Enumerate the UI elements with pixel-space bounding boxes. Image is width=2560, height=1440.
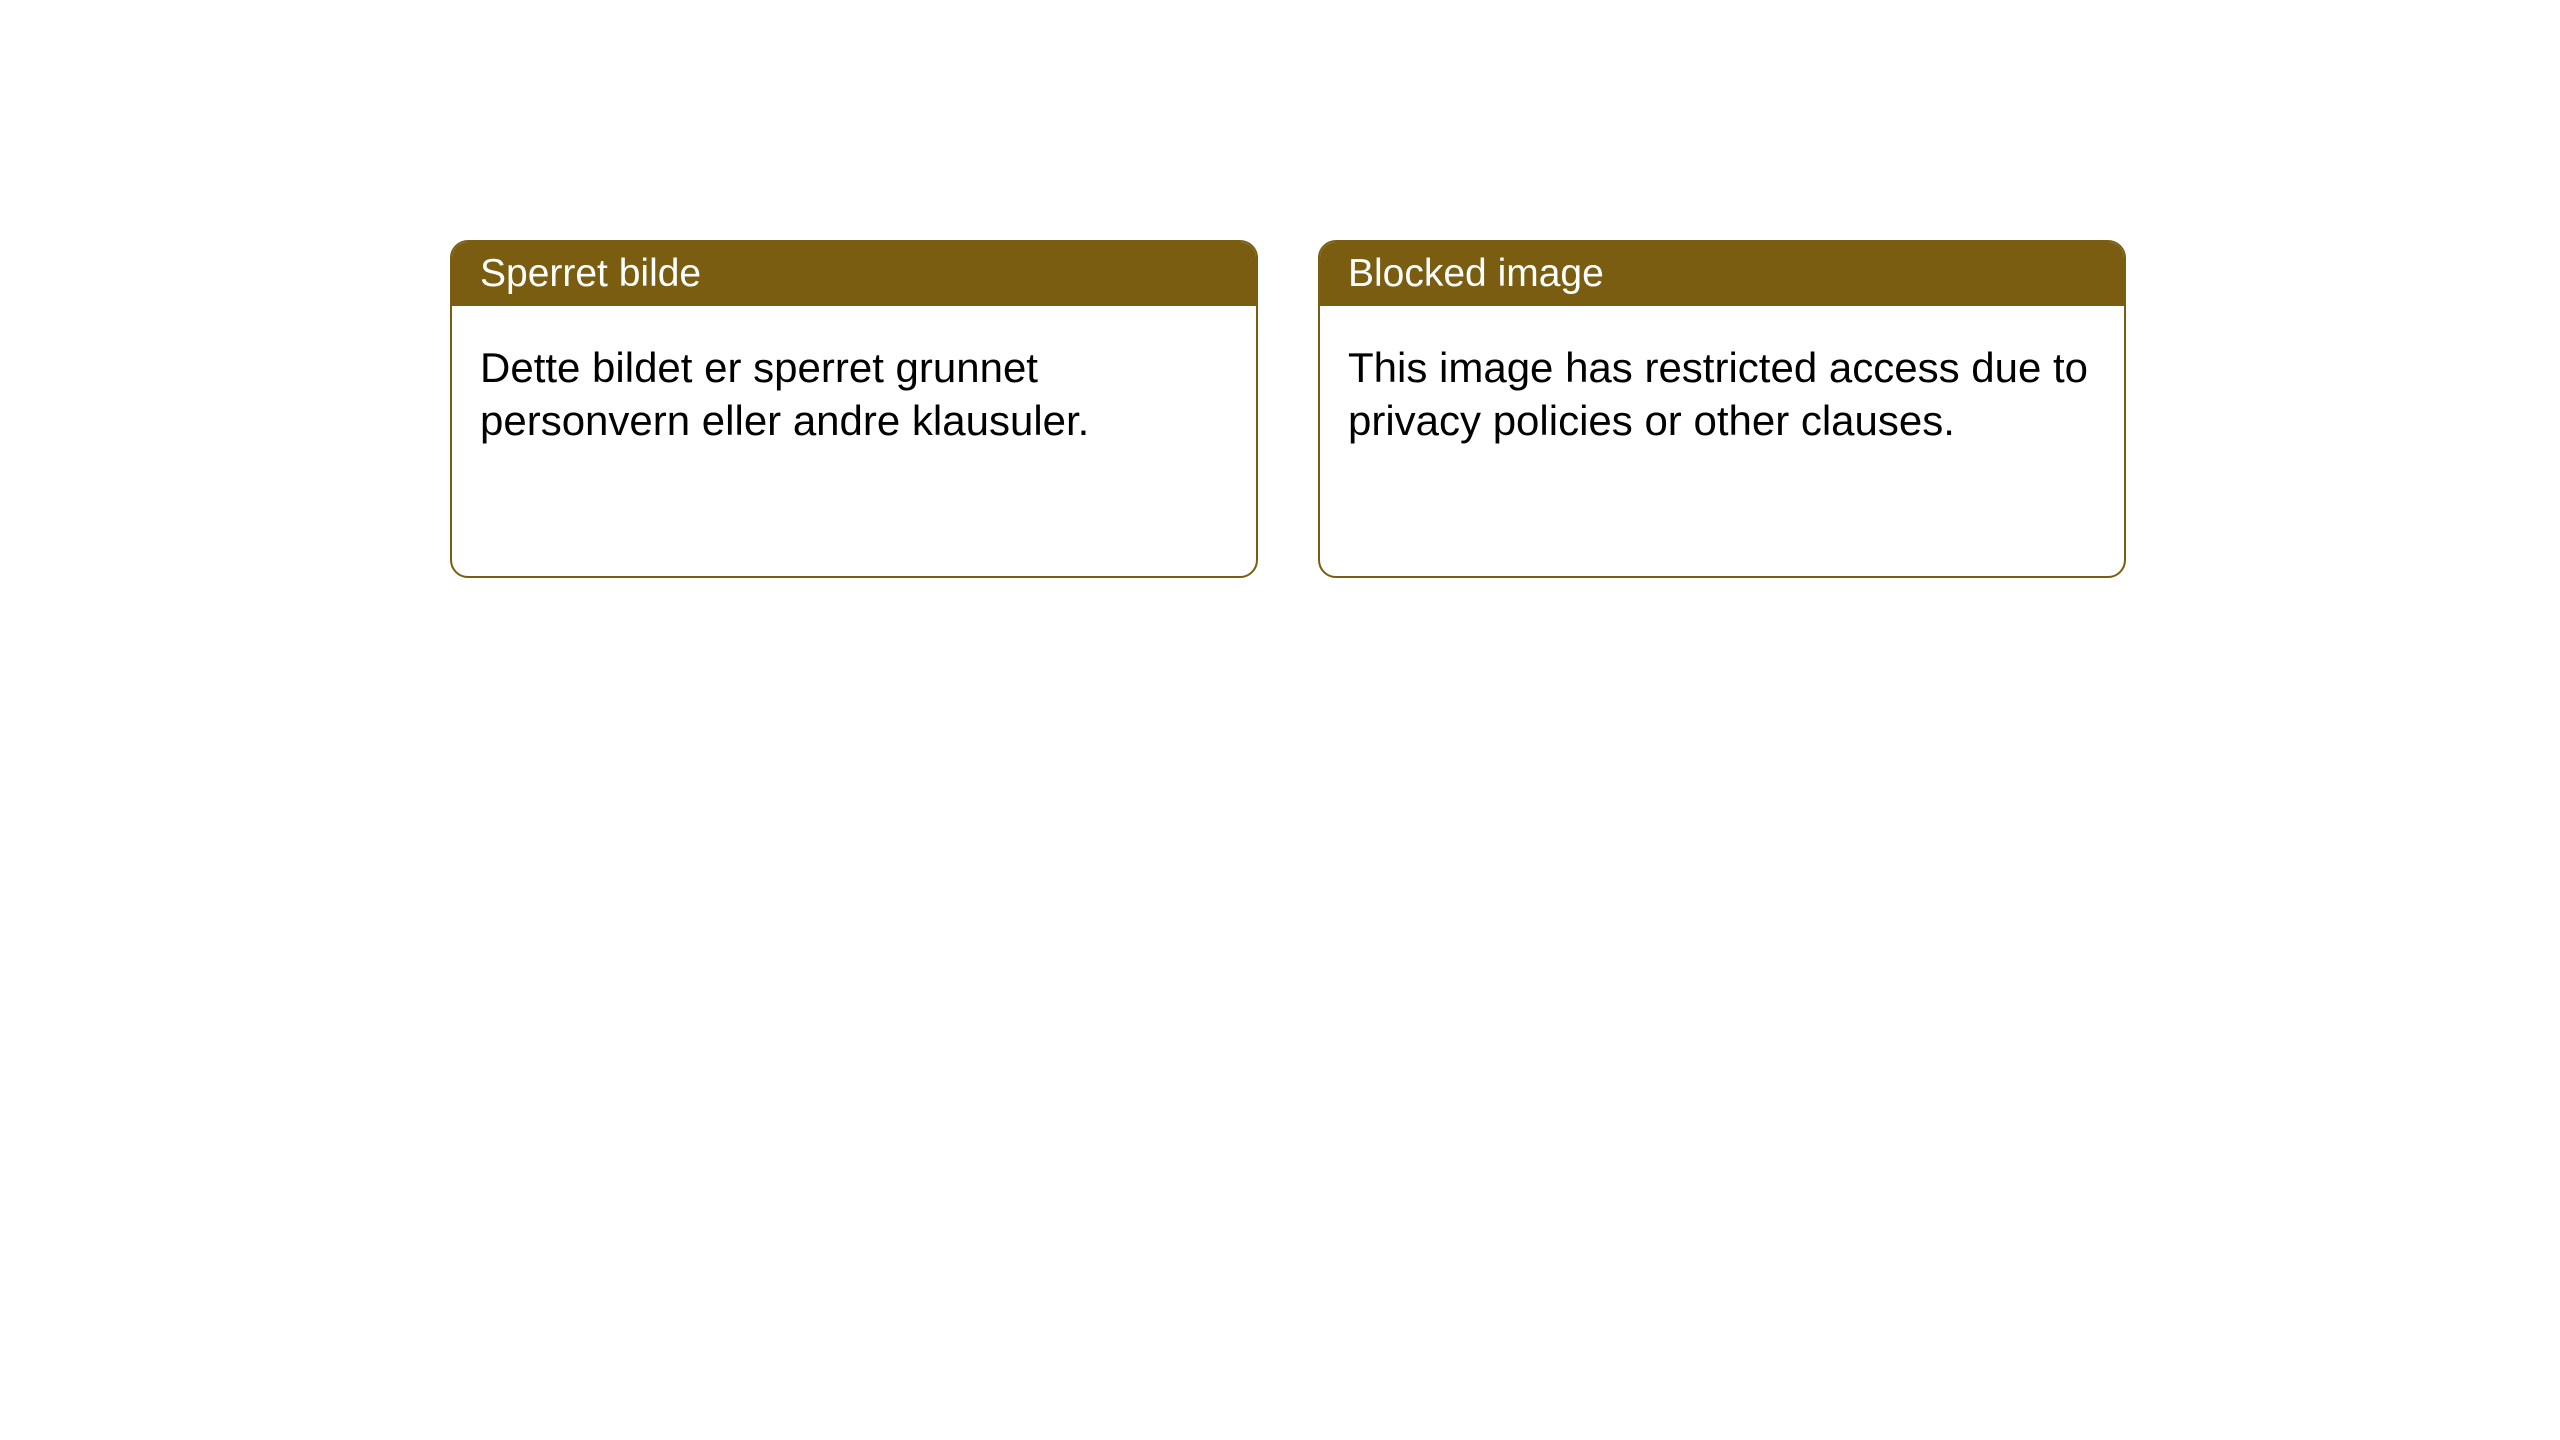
card-title: Sperret bilde bbox=[480, 252, 701, 295]
card-body-text: Dette bildet er sperret grunnet personve… bbox=[480, 344, 1089, 444]
notice-card-english: Blocked image This image has restricted … bbox=[1318, 240, 2126, 578]
card-header: Blocked image bbox=[1320, 242, 2124, 306]
card-header: Sperret bilde bbox=[452, 242, 1256, 306]
card-title: Blocked image bbox=[1348, 252, 1604, 295]
notice-card-norwegian: Sperret bilde Dette bildet er sperret gr… bbox=[450, 240, 1258, 578]
notice-cards-container: Sperret bilde Dette bildet er sperret gr… bbox=[450, 240, 2126, 578]
card-body: This image has restricted access due to … bbox=[1320, 306, 2124, 576]
card-body: Dette bildet er sperret grunnet personve… bbox=[452, 306, 1256, 576]
card-body-text: This image has restricted access due to … bbox=[1348, 344, 2088, 444]
